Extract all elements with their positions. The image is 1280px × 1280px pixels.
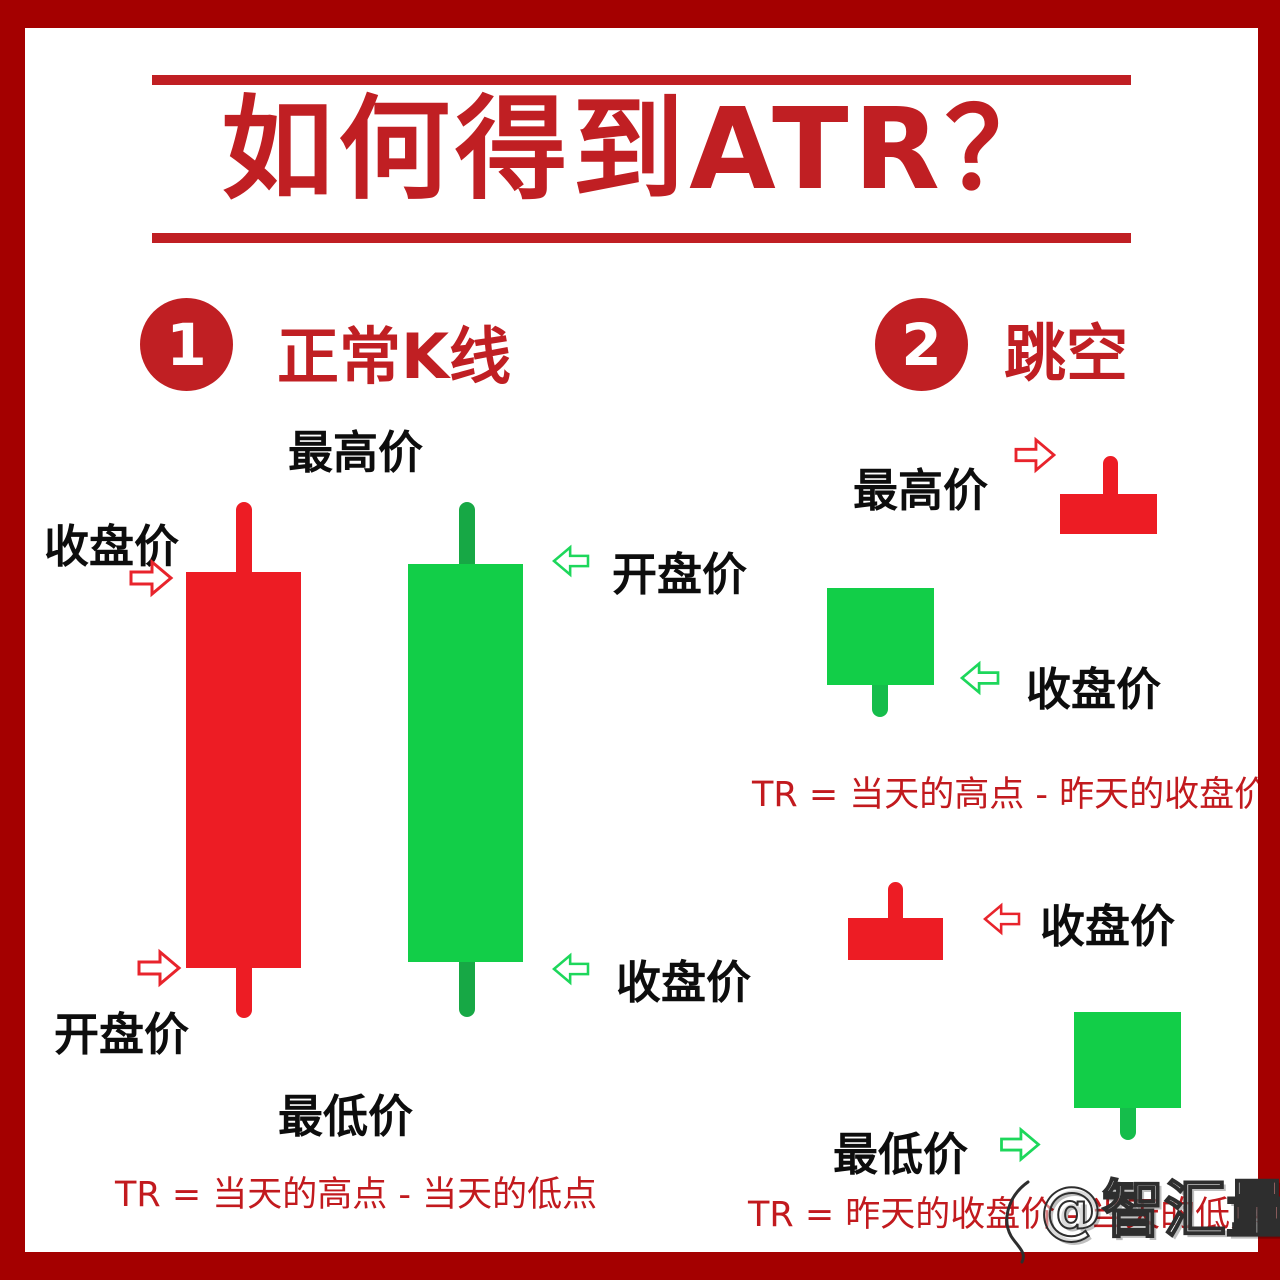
arrow-right-red-icon xyxy=(129,558,174,598)
green-candle-upper-wick xyxy=(459,502,475,574)
section2-heading: 跳空 xyxy=(1004,317,1129,390)
watermark: @智汇量化 xyxy=(998,1173,1280,1264)
green-candle-body xyxy=(408,564,523,962)
gapdown-red-candle-wick xyxy=(888,882,903,926)
gapup-red-candle-body xyxy=(1060,494,1157,534)
watermark-logo-icon xyxy=(1005,1180,1030,1264)
label-close-price-gapup: 收盘价 xyxy=(1026,663,1162,716)
arrow-left-green-icon xyxy=(552,544,590,578)
label-lowest-price-gapdown: 最低价 xyxy=(833,1128,969,1181)
arrow-left-green-icon xyxy=(552,952,590,986)
label-open-price-red: 开盘价 xyxy=(54,1008,190,1061)
section2-badge: 2 xyxy=(875,298,968,391)
label-highest-price: 最高价 xyxy=(288,426,424,479)
gapdown-red-candle-body xyxy=(848,918,943,960)
arrow-right-green-icon xyxy=(1000,1126,1041,1163)
gapdown-green-candle-wick xyxy=(1120,1100,1136,1140)
label-close-price-green: 收盘价 xyxy=(616,956,752,1009)
red-candle-body xyxy=(186,572,301,968)
formula-gap-up: TR = 当天的高点 - 昨天的收盘价 xyxy=(752,775,1270,815)
arrow-left-red-icon xyxy=(983,902,1021,936)
watermark-text: @智汇量化 xyxy=(1039,1173,1280,1246)
title-rule-top xyxy=(152,75,1131,85)
section1-heading: 正常K线 xyxy=(277,320,512,393)
gapup-green-candle-wick xyxy=(872,677,888,717)
gapdown-green-candle-body xyxy=(1074,1012,1181,1108)
label-lowest-price: 最低价 xyxy=(278,1090,414,1143)
title-rule-bottom xyxy=(152,233,1131,243)
formula-normal-kline: TR = 当天的高点 - 当天的低点 xyxy=(115,1175,598,1215)
arrow-left-green-icon xyxy=(959,660,1000,696)
arrow-right-red-icon xyxy=(137,948,182,988)
gapup-red-candle-wick xyxy=(1103,456,1118,502)
page-title: 如何得到ATR？ xyxy=(221,85,1062,215)
green-candle-lower-wick xyxy=(459,952,475,1017)
label-highest-price-gapup: 最高价 xyxy=(853,464,989,517)
gapup-green-candle-body xyxy=(827,588,934,685)
label-open-price-green: 开盘价 xyxy=(612,548,748,601)
red-candle-upper-wick xyxy=(236,502,252,582)
section1-badge: 1 xyxy=(140,298,233,391)
red-candle-lower-wick xyxy=(236,960,252,1018)
arrow-right-red-icon xyxy=(1014,436,1056,474)
label-close-price-gapdown: 收盘价 xyxy=(1040,900,1176,953)
